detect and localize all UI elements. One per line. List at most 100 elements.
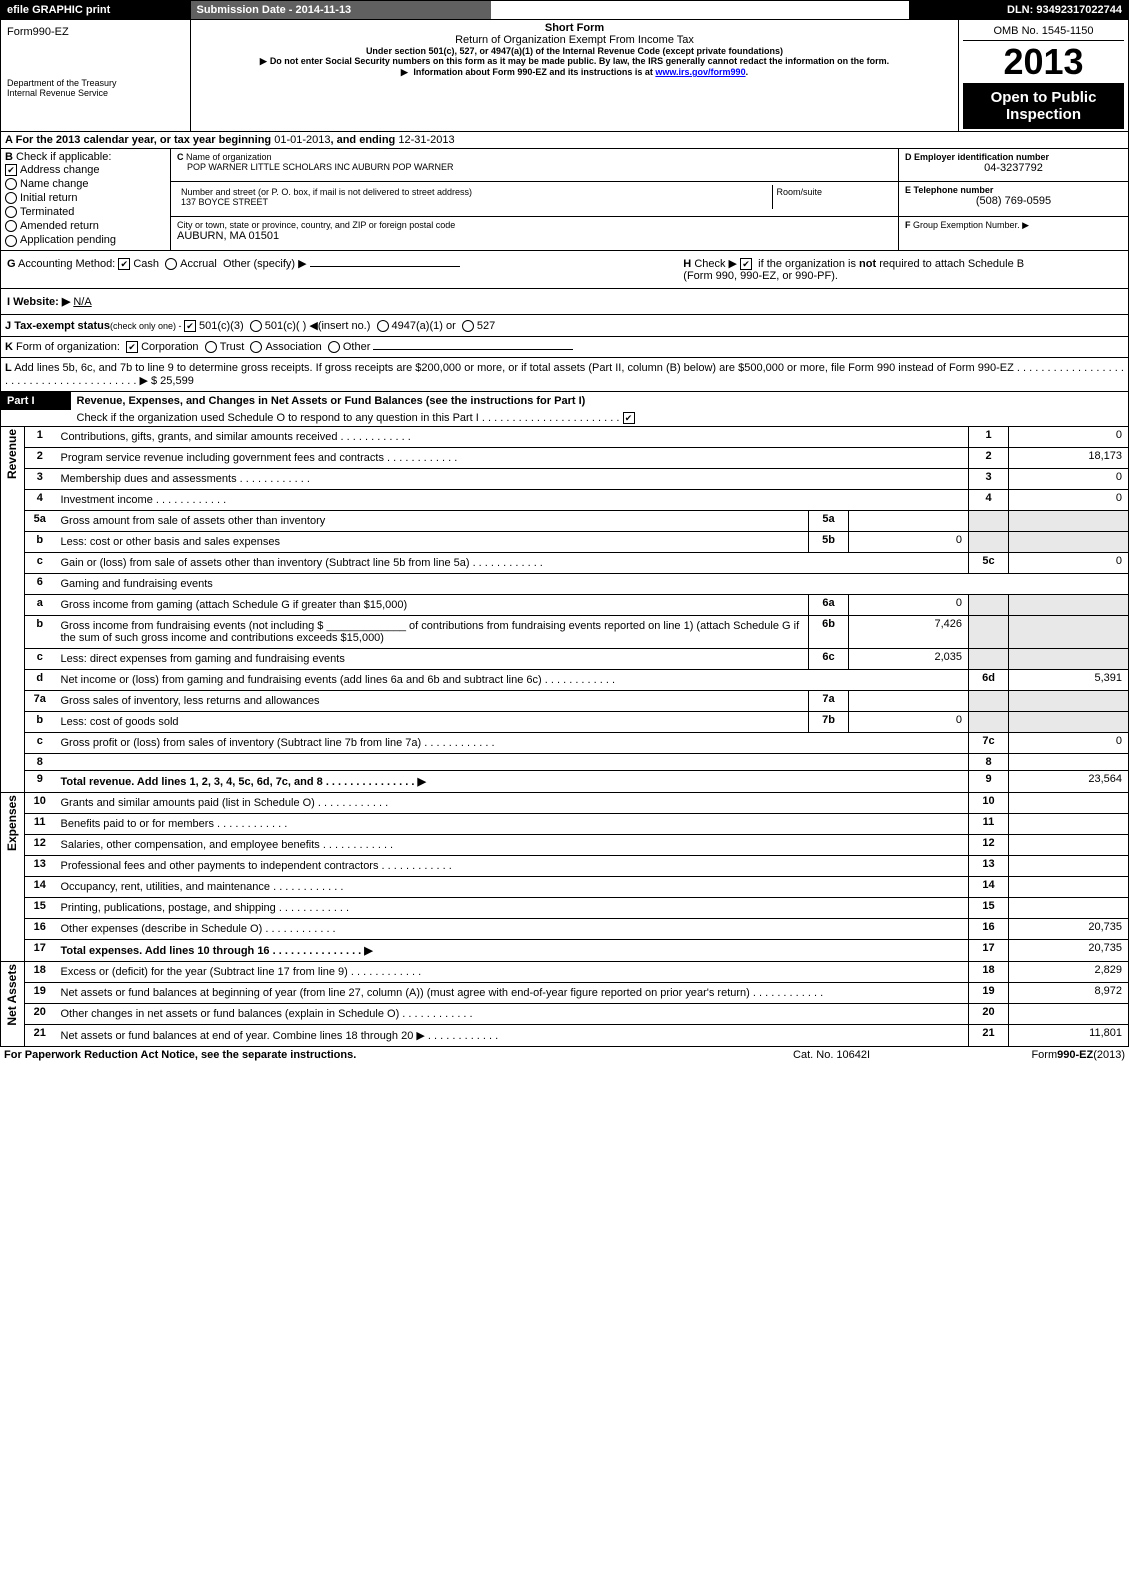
row-18: Net Assets18Excess or (deficit) for the … (1, 961, 1129, 982)
d-label: Employer identification number (914, 152, 1049, 162)
part-i-check: Check if the organization used Schedule … (71, 410, 1129, 427)
ein: 04-3237792 (905, 162, 1122, 174)
line-k: K Form of organization: Corporation Trus… (1, 336, 1129, 357)
form-sub3: Information about Form 990-EZ and its in… (199, 67, 950, 78)
row-17: 17Total expenses. Add lines 10 through 1… (1, 939, 1129, 961)
row-14: 14Occupancy, rent, utilities, and mainte… (1, 876, 1129, 897)
line-l: L Add lines 5b, 6c, and 7b to line 9 to … (1, 357, 1129, 391)
top-bar: efile GRAPHIC print Submission Date - 20… (0, 0, 1129, 20)
footer-cat: Cat. No. 10642I (744, 1047, 920, 1063)
row-3: 3Membership dues and assessments . . . .… (1, 468, 1129, 489)
form-number: Form990-EZ (7, 26, 184, 38)
row-20: 20Other changes in net assets or fund ba… (1, 1003, 1129, 1024)
row-7a: 7aGross sales of inventory, less returns… (1, 690, 1129, 711)
form-sub2: Do not enter Social Security numbers on … (199, 56, 950, 67)
b-item-label: Application pending (20, 234, 116, 246)
form-title: Return of Organization Exempt From Incom… (199, 34, 950, 46)
section-b: B Check if applicable: Address changeNam… (1, 149, 171, 250)
row-9: 9Total revenue. Add lines 1, 2, 3, 4, 5c… (1, 770, 1129, 792)
footer-form: Form990-EZ(2013) (919, 1047, 1129, 1063)
row-b: bLess: cost or other basis and sales exp… (1, 531, 1129, 552)
line-a: A For the 2013 calendar year, or tax yea… (1, 132, 1129, 149)
irs-label: Internal Revenue Service (7, 88, 184, 98)
org-street: 137 BOYCE STREET (181, 197, 268, 207)
part-i-table: Revenue1Contributions, gifts, grants, an… (0, 427, 1129, 1047)
part-i-desc: Revenue, Expenses, and Changes in Net As… (71, 392, 1129, 410)
j-527[interactable] (462, 320, 474, 332)
dept-treasury: Department of the Treasury (7, 78, 184, 88)
row-19: 19Net assets or fund balances at beginni… (1, 982, 1129, 1003)
row-6: 6Gaming and fundraising events (1, 573, 1129, 594)
k-other[interactable] (328, 341, 340, 353)
b-item-label: Name change (20, 178, 89, 190)
row-c: cLess: direct expenses from gaming and f… (1, 648, 1129, 669)
schedule-o-checkbox[interactable] (623, 412, 635, 424)
b-amended-return-checkbox[interactable] (5, 220, 17, 232)
b-address-change-checkbox[interactable] (5, 164, 17, 176)
k-assoc[interactable] (250, 341, 262, 353)
j-4947[interactable] (377, 320, 389, 332)
j-501c[interactable] (250, 320, 262, 332)
k-trust[interactable] (205, 341, 217, 353)
row-15: 15Printing, publications, postage, and s… (1, 897, 1129, 918)
room-label: Room/suite (777, 187, 823, 197)
submission-date: Submission Date - 2014-11-13 (191, 1, 491, 20)
b-item-label: Address change (20, 164, 100, 176)
open-public: Open to Public Inspection (963, 83, 1124, 129)
omb-no: OMB No. 1545-1150 (963, 22, 1124, 41)
row-13: 13Professional fees and other payments t… (1, 855, 1129, 876)
b-item-label: Terminated (20, 206, 74, 218)
row-b: bLess: cost of goods sold7b0 (1, 711, 1129, 732)
row-8: 88 (1, 753, 1129, 770)
b-terminated-checkbox[interactable] (5, 206, 17, 218)
b-name-change-checkbox[interactable] (5, 178, 17, 190)
row-1: Revenue1Contributions, gifts, grants, an… (1, 427, 1129, 448)
c-addr-label: Number and street (or P. O. box, if mail… (181, 187, 472, 197)
b-initial-return-checkbox[interactable] (5, 192, 17, 204)
k-corp[interactable] (126, 341, 138, 353)
phone: (508) 769-0595 (905, 195, 1122, 207)
row-5a: 5aGross amount from sale of assets other… (1, 510, 1129, 531)
h-checkbox[interactable] (740, 258, 752, 270)
part-i-label: Part I (1, 392, 71, 410)
section-exp: Expenses (5, 795, 19, 851)
short-form: Short Form (199, 22, 950, 34)
row-11: 11Benefits paid to or for members . . . … (1, 813, 1129, 834)
tax-year: 2013 (963, 41, 1124, 83)
b-application-pending-checkbox[interactable] (5, 235, 17, 247)
j-501c3[interactable] (184, 320, 196, 332)
c-city-label: City or town, state or province, country… (177, 220, 892, 230)
section-rev: Revenue (5, 429, 19, 479)
line-i: I Website: ▶ N/A (1, 288, 1129, 314)
footer-left: For Paperwork Reduction Act Notice, see … (0, 1047, 744, 1063)
row-b: bGross income from fundraising events (n… (1, 615, 1129, 648)
row-c: cGain or (loss) from sale of assets othe… (1, 552, 1129, 573)
row-4: 4Investment income . . . . . . . . . . .… (1, 489, 1129, 510)
efile-link[interactable]: efile GRAPHIC print (1, 1, 191, 20)
row-c: cGross profit or (loss) from sales of in… (1, 732, 1129, 753)
line-g: G Accounting Method: Cash Accrual Other … (1, 251, 678, 288)
row-16: 16Other expenses (describe in Schedule O… (1, 918, 1129, 939)
line-h: H Check ▶ if the organization is not req… (677, 251, 1128, 288)
irs-link[interactable]: www.irs.gov/form990 (655, 67, 745, 77)
accrual-radio[interactable] (165, 258, 177, 270)
dln-label: DLN: 93492317022744 (909, 1, 1129, 20)
row-10: Expenses10Grants and similar amounts pai… (1, 792, 1129, 813)
row-12: 12Salaries, other compensation, and empl… (1, 834, 1129, 855)
f-label: Group Exemption Number. (913, 220, 1020, 230)
row-2: 2Program service revenue including gover… (1, 447, 1129, 468)
line-j: J Tax-exempt status(check only one) - 50… (1, 314, 1129, 336)
section-na: Net Assets (5, 964, 19, 1026)
row-a: aGross income from gaming (attach Schedu… (1, 594, 1129, 615)
org-name: POP WARNER LITTLE SCHOLARS INC AUBURN PO… (177, 162, 892, 172)
row-d: dNet income or (loss) from gaming and fu… (1, 669, 1129, 690)
b-item-label: Initial return (20, 192, 77, 204)
form-sub1: Under section 501(c), 527, or 4947(a)(1)… (199, 46, 950, 56)
e-label: Telephone number (914, 185, 994, 195)
row-21: 21Net assets or fund balances at end of … (1, 1024, 1129, 1046)
c-name-label: Name of organization (186, 152, 272, 162)
cash-checkbox[interactable] (118, 258, 130, 270)
b-item-label: Amended return (20, 220, 99, 232)
org-city: AUBURN, MA 01501 (177, 230, 892, 242)
form-header: Form990-EZ Department of the Treasury In… (0, 20, 1129, 132)
